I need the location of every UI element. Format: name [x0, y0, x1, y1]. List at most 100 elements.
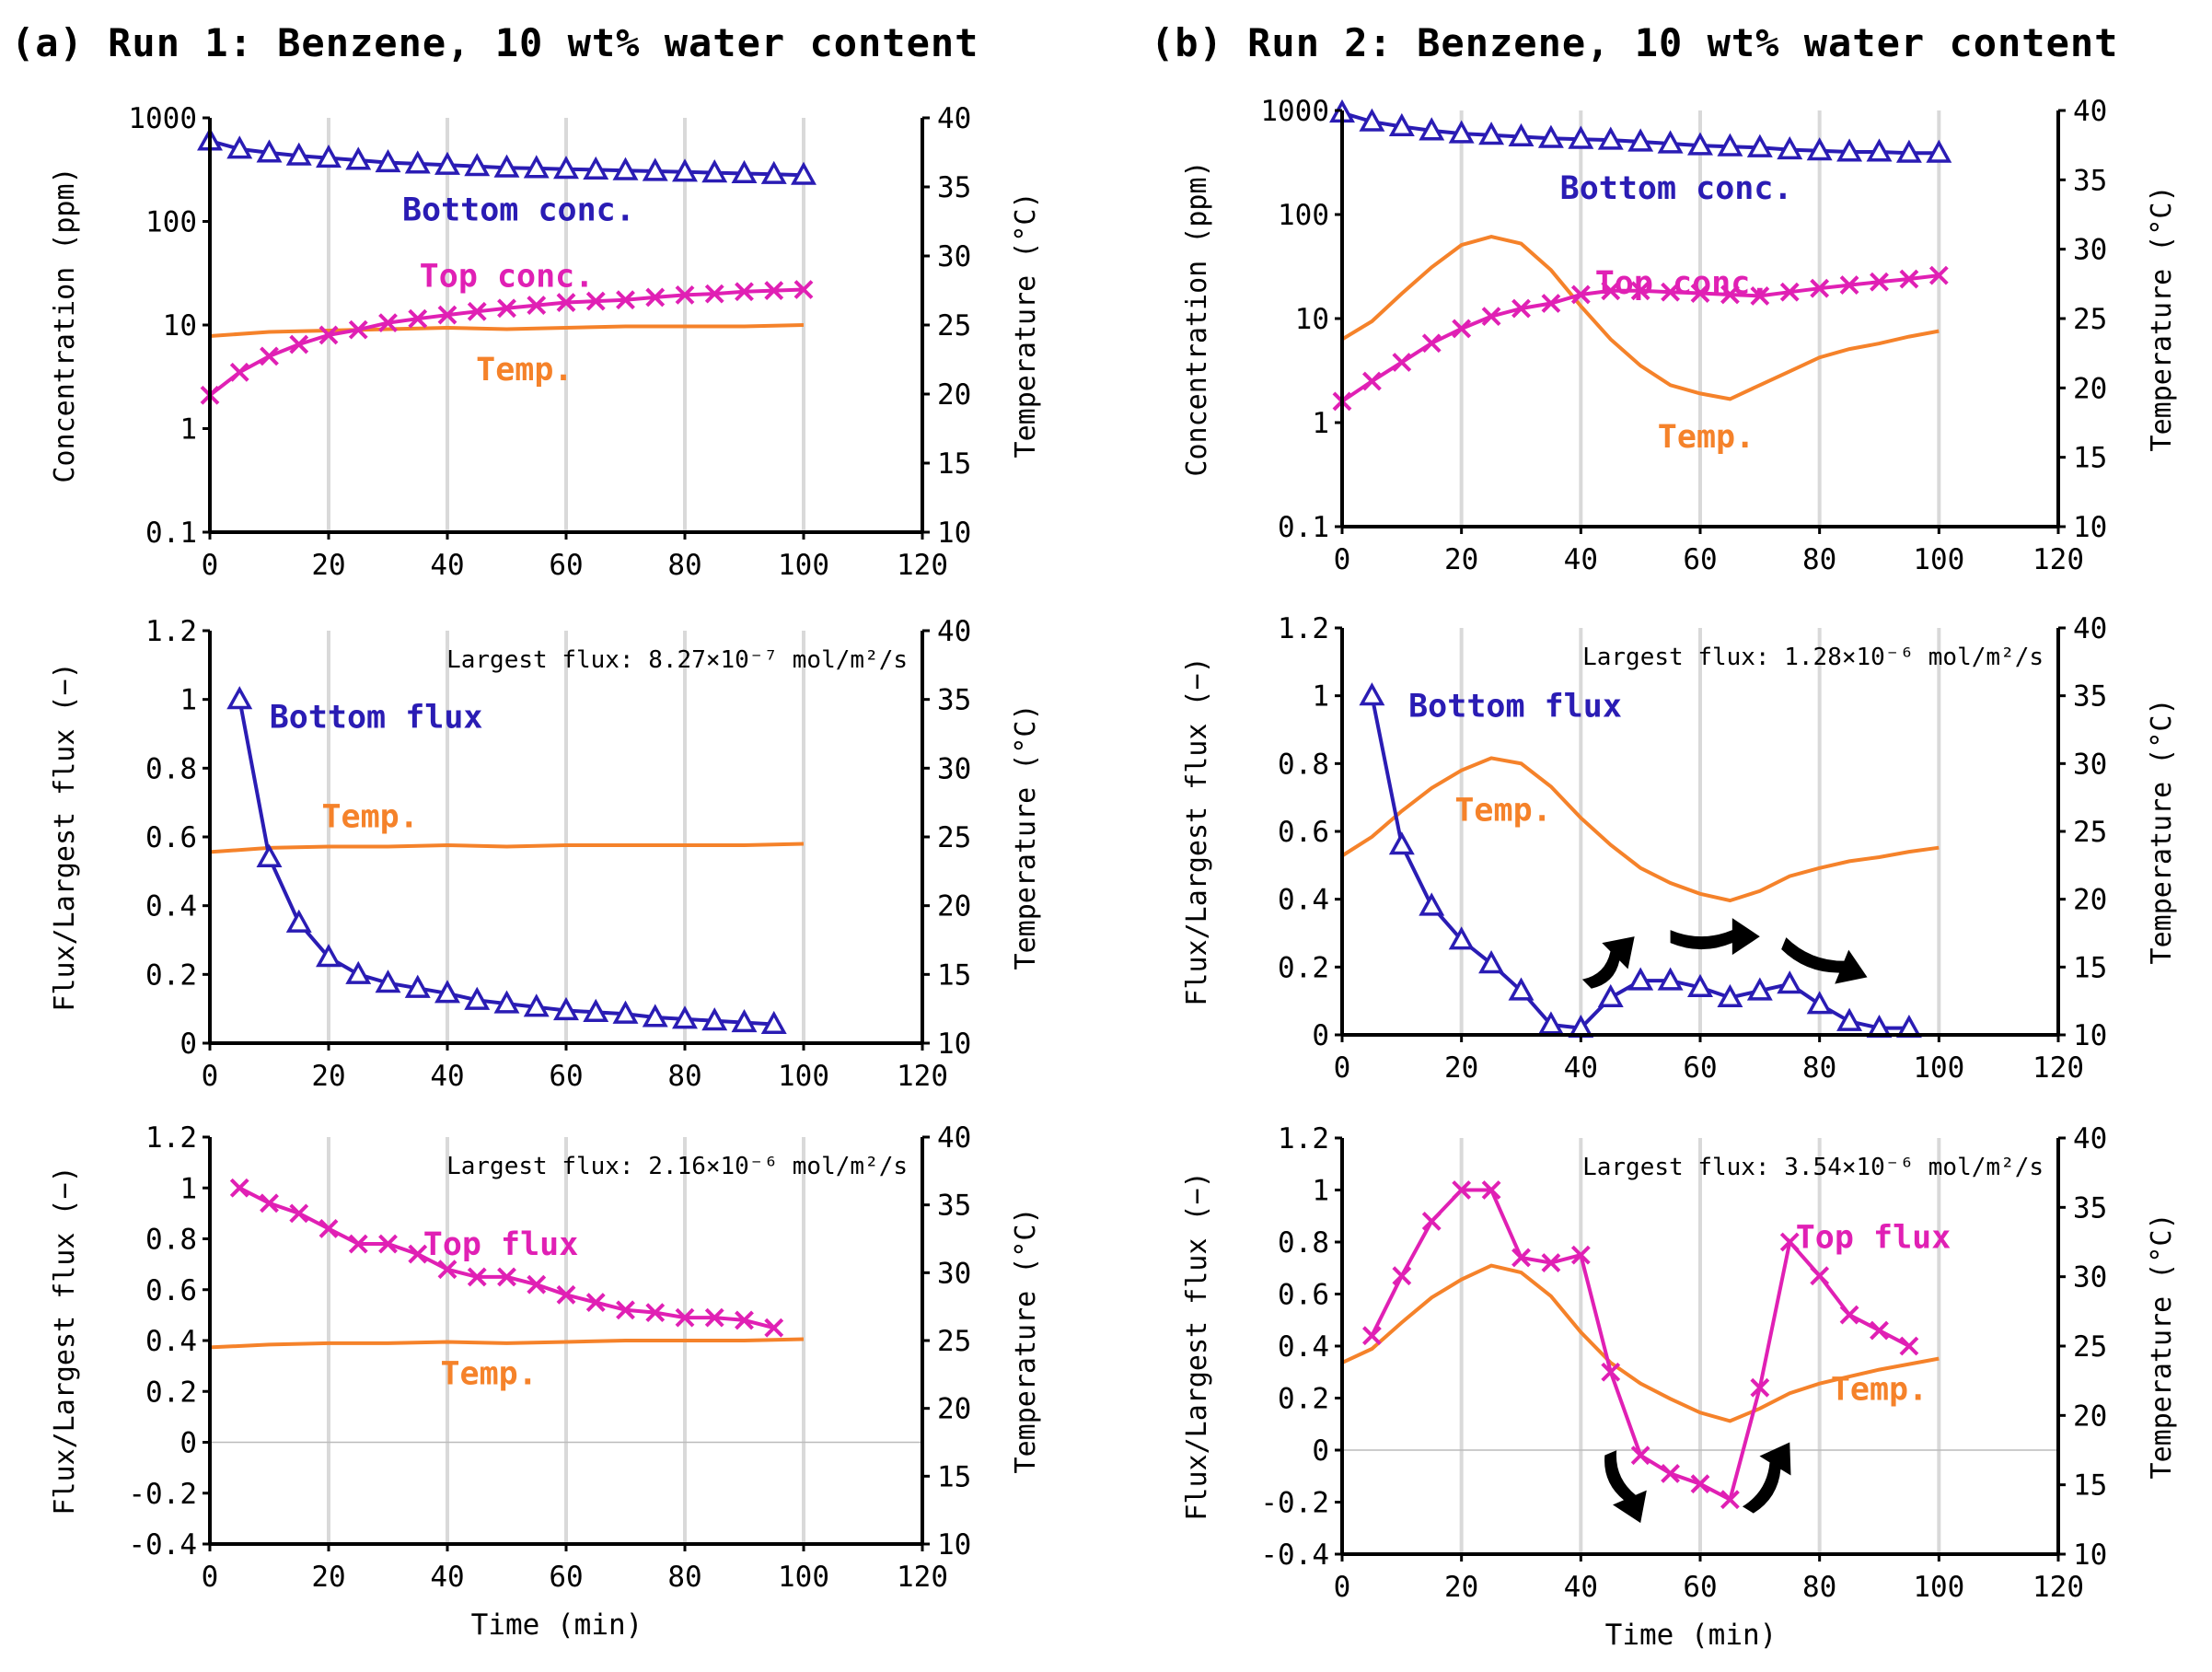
y2-tick-label: 25	[2073, 816, 2107, 849]
data-point-x	[260, 346, 279, 366]
data-point-x	[1392, 353, 1412, 372]
y2-tick-label: 35	[937, 1190, 971, 1223]
data-point-triangle	[760, 1010, 787, 1035]
y-tick-label: -0.4	[128, 1528, 197, 1562]
data-point-triangle	[701, 159, 728, 183]
data-point-triangle	[1836, 1007, 1863, 1031]
y2-tick-label: 35	[2073, 680, 2107, 714]
x-tick-label: 100	[1913, 1051, 1964, 1085]
chart-a3: 0 20 40 60 80 100 120 -0.4 -0.2 0 0.2 0.4 0.6 0.8 1 1.2…	[49, 1121, 1042, 1642]
data-point-triangle	[791, 161, 816, 185]
data-point-triangle	[1508, 122, 1535, 147]
data-point-x	[764, 281, 784, 301]
data-point-x	[497, 1267, 516, 1287]
y-tick-label: 1	[180, 1172, 197, 1205]
y-tick-label: 1.2	[1278, 1122, 1329, 1155]
data-point-x	[1899, 1336, 1919, 1356]
data-point-x	[764, 1318, 784, 1338]
data-point-x	[616, 290, 635, 310]
data-point-x	[289, 1203, 309, 1224]
data-point-triangle	[1359, 108, 1385, 132]
y-tick-label: 0	[1312, 1019, 1329, 1052]
data-point-x	[1452, 1180, 1472, 1200]
data-point-x	[1690, 1474, 1710, 1494]
data-point-triangle	[553, 156, 579, 180]
x-tick-label: 40	[1564, 1571, 1598, 1604]
data-point-triangle	[434, 980, 460, 1004]
data-point-x	[793, 280, 814, 299]
data-point-triangle	[583, 998, 609, 1022]
y2-tick-label: 30	[2073, 1261, 2107, 1295]
data-point-triangle	[553, 996, 579, 1021]
data-point-x	[556, 1284, 576, 1305]
data-point-x	[1541, 294, 1561, 313]
x-tick-label: 40	[430, 549, 464, 582]
y2-tick-label: 30	[2073, 748, 2107, 781]
y2-axis-title: Temperature (°C)	[2146, 186, 2178, 452]
data-point-x	[1661, 282, 1680, 302]
data-point-x	[348, 319, 368, 340]
data-point-x	[260, 1193, 279, 1213]
y2-tick-label: 20	[2073, 1399, 2107, 1433]
y-tick-label: 0.1	[1278, 511, 1329, 544]
x-tick-label: 0	[202, 1060, 219, 1093]
y-tick-label: 1000	[1260, 95, 1329, 128]
y2-axis-title: Temperature (°C)	[1010, 1208, 1042, 1474]
y-tick-label: 0.4	[1278, 884, 1329, 917]
x-tick-label: 60	[1683, 543, 1717, 576]
y2-tick-label: 25	[937, 309, 971, 343]
data-point-triangle	[701, 1007, 728, 1031]
series-label-temp: Temp.	[476, 352, 573, 389]
data-point-triangle	[1508, 977, 1535, 1001]
data-point-triangle	[1537, 1011, 1564, 1035]
trend-arrow	[1781, 937, 1868, 984]
y2-tick-label: 35	[937, 684, 971, 717]
data-point-x	[527, 296, 547, 316]
y-tick-label: 0.2	[1278, 1383, 1329, 1416]
y2-tick-label: 20	[937, 890, 971, 923]
data-point-triangle	[1657, 130, 1684, 154]
data-point-triangle	[404, 150, 431, 174]
y-tick-label: 0.4	[145, 1325, 197, 1358]
data-point-x	[645, 287, 666, 308]
data-point-x	[1421, 333, 1442, 354]
chart-a1: 0 20 40 60 80 100 120 0.1 1 10 100 1000 10 15 20 25 30 35…	[49, 102, 1042, 582]
data-point-x	[704, 1307, 724, 1328]
x-tick-label: 0	[1334, 1571, 1351, 1604]
chart-b2: 0 20 40 60 80 100 120 0 0.2 0.4 0.6 0.8 1 1.2 10 15 20 25…	[1181, 612, 2178, 1085]
y-tick-label: 1	[1312, 407, 1329, 440]
data-point-x	[437, 1260, 457, 1280]
data-point-x	[289, 334, 309, 354]
x-tick-label: 60	[549, 1060, 583, 1093]
y2-tick-label: 15	[2073, 1469, 2107, 1503]
trend-arrow	[1604, 1450, 1647, 1524]
y2-axis-title: Temperature (°C)	[2146, 699, 2178, 965]
data-point-triangle	[583, 156, 609, 180]
data-point-triangle	[226, 686, 253, 710]
y-axis-title: Flux/Largest flux (−)	[49, 662, 81, 1011]
data-point-triangle	[672, 158, 698, 182]
data-point-x	[556, 293, 576, 312]
y-axis-title: Concentration (ppm)	[1181, 160, 1213, 476]
y2-tick-label: 20	[937, 378, 971, 412]
y2-tick-label: 40	[2073, 612, 2107, 645]
data-point-x	[318, 325, 339, 345]
data-point-x	[497, 298, 516, 319]
y2-tick-label: 10	[2073, 1019, 2107, 1052]
data-point-triangle	[375, 970, 401, 993]
data-point-x	[229, 1178, 249, 1198]
series-label-bottom: Bottom conc.	[1560, 170, 1793, 207]
y-tick-label: -0.2	[1260, 1487, 1329, 1520]
y2-tick-label: 40	[2073, 95, 2107, 128]
y2-tick-label: 25	[2073, 1330, 2107, 1364]
data-point-x	[1779, 282, 1800, 302]
x-tick-label: 20	[311, 1060, 345, 1093]
data-point-triangle	[256, 843, 283, 867]
x-tick-label: 40	[430, 1561, 464, 1594]
x-tick-label: 80	[667, 549, 701, 582]
y2-tick-label: 35	[2073, 164, 2107, 197]
y2-tick-label: 15	[937, 958, 971, 992]
y-tick-label: 0.4	[1278, 1330, 1329, 1364]
y2-axis-title: Temperature (°C)	[1010, 704, 1042, 970]
data-point-triangle	[1746, 134, 1773, 157]
